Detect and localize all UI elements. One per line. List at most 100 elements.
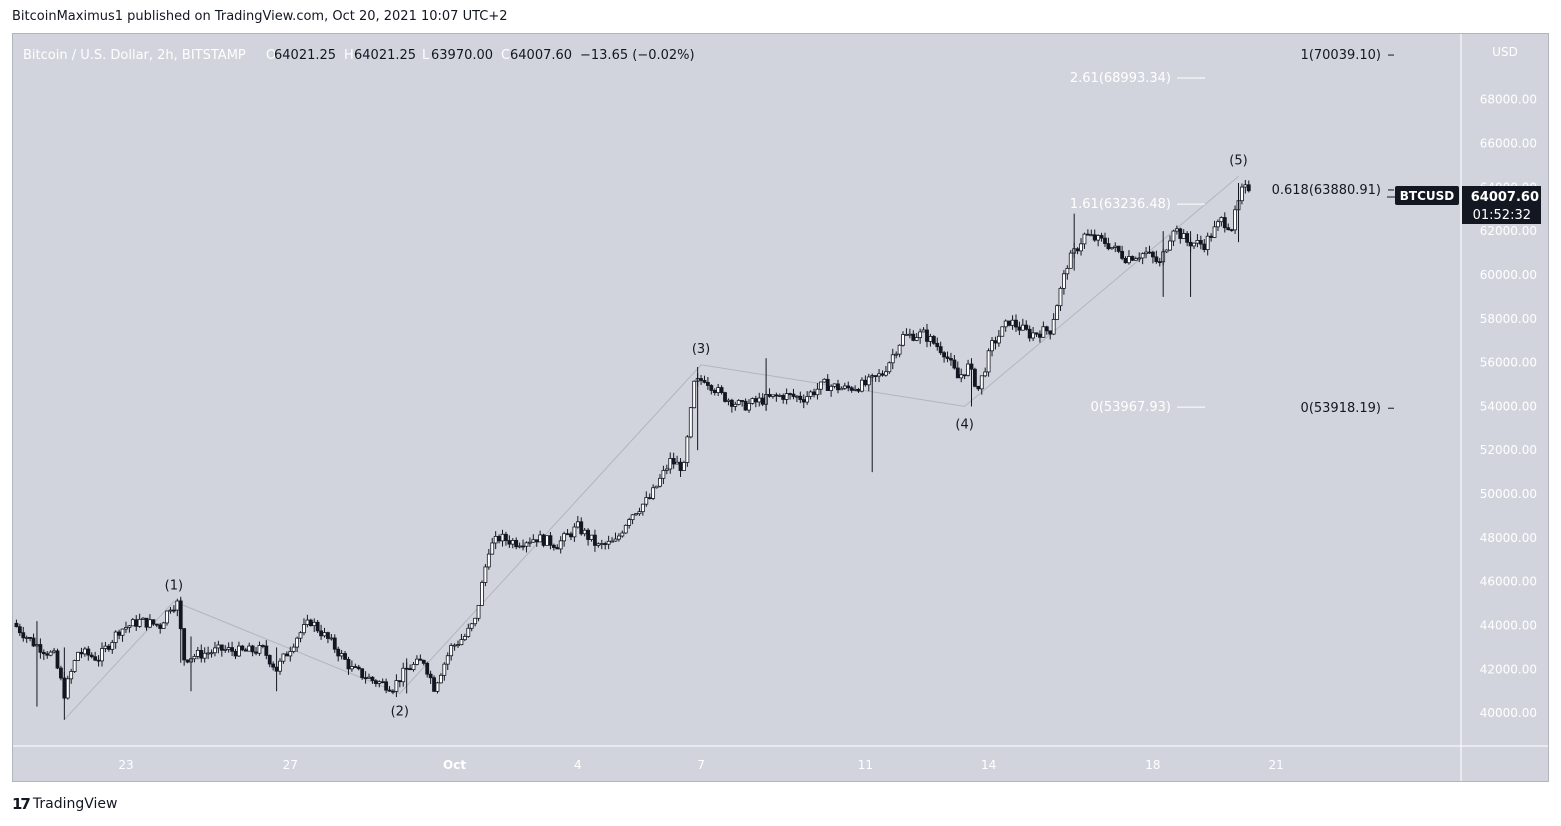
time-axis-panel (13, 746, 1461, 781)
candle (113, 630, 118, 649)
candle-body (185, 659, 190, 663)
candle-body (884, 371, 888, 376)
candle (445, 652, 450, 671)
candle-body (418, 658, 423, 661)
candle-body (480, 582, 484, 606)
candle (860, 377, 864, 393)
candle (671, 452, 676, 469)
candle (480, 580, 484, 606)
candle (1151, 250, 1155, 264)
legend-h-value: 64021.25 (354, 48, 416, 63)
candle-body (747, 402, 751, 411)
candle-body (918, 331, 923, 338)
candle-body (702, 380, 707, 383)
candles (14, 179, 1251, 720)
candle (219, 644, 224, 657)
candle-body (534, 539, 539, 543)
candle (237, 641, 241, 657)
candle (260, 644, 265, 649)
candle-body (545, 535, 549, 546)
candle (1096, 234, 1101, 247)
candle (462, 633, 467, 642)
candle (257, 641, 262, 656)
time-axis-ticks: 23 27 Oct 4 7 11 14 18 21 (118, 758, 1283, 772)
candle-body (442, 663, 447, 676)
candle-body (1174, 228, 1179, 232)
candle (41, 649, 46, 661)
candle (1209, 233, 1214, 242)
candle (853, 385, 857, 392)
candle (1212, 220, 1217, 238)
candle (254, 647, 258, 656)
candle (278, 658, 282, 675)
candle-body (1205, 235, 1210, 251)
candle-body (973, 368, 977, 387)
candle (801, 394, 806, 409)
candle (1007, 320, 1012, 327)
candle (315, 620, 320, 633)
candle-body (103, 645, 108, 649)
candle-body (1075, 248, 1080, 252)
candle-body (593, 534, 597, 546)
candle (1133, 256, 1138, 261)
candle (415, 655, 419, 666)
candle (1031, 327, 1036, 342)
candle-body (1140, 253, 1145, 259)
candle (380, 678, 385, 684)
candle (1048, 330, 1053, 340)
fib-right-label: 0(53918.19) (1301, 401, 1381, 416)
candle-body (856, 388, 861, 392)
candle (983, 367, 988, 378)
candle-body (356, 666, 361, 670)
tradingview-brand[interactable]: 17 TradingView (12, 795, 117, 813)
candle-body (353, 666, 358, 668)
candle (79, 647, 84, 659)
candle-body (308, 619, 313, 627)
candle-body (1044, 326, 1049, 332)
candle (1216, 219, 1220, 232)
candle-body (781, 395, 786, 400)
candle-body (521, 545, 525, 548)
candle-body (59, 667, 63, 679)
candle (825, 374, 830, 391)
candle (1082, 232, 1087, 249)
candle (442, 662, 447, 681)
candle-body (942, 352, 947, 358)
candle-body (237, 645, 241, 657)
candle-body (397, 680, 402, 683)
candle-body (24, 637, 29, 639)
candle-body (1041, 326, 1046, 338)
candle-body (1085, 233, 1090, 236)
candle (1178, 227, 1183, 244)
candle-body (928, 336, 933, 342)
candle-body (586, 529, 590, 540)
candle-body (832, 383, 837, 387)
candle (836, 379, 840, 394)
candle-body (264, 645, 269, 656)
candle (596, 542, 601, 548)
candle-body (367, 676, 371, 679)
candle-body (664, 468, 669, 471)
candle (517, 542, 522, 549)
candle-body (921, 329, 926, 333)
candle-body (21, 632, 26, 639)
candle-body (1007, 320, 1012, 326)
candle-body (346, 658, 351, 670)
y-tick-label: 42000.00 (1480, 662, 1537, 676)
candle (202, 647, 207, 663)
candle-body (329, 637, 334, 640)
candle (144, 617, 149, 631)
candle-body (822, 378, 827, 383)
candle-body (839, 387, 844, 391)
candle (712, 388, 717, 396)
price-tag-bg (1462, 186, 1541, 224)
candle-body (514, 539, 519, 548)
candle (161, 621, 166, 629)
candle (302, 618, 306, 636)
candle-body (688, 407, 693, 438)
candle-body (959, 374, 964, 379)
candle-body (96, 659, 101, 662)
candle (829, 384, 834, 397)
candle-body (733, 403, 738, 407)
